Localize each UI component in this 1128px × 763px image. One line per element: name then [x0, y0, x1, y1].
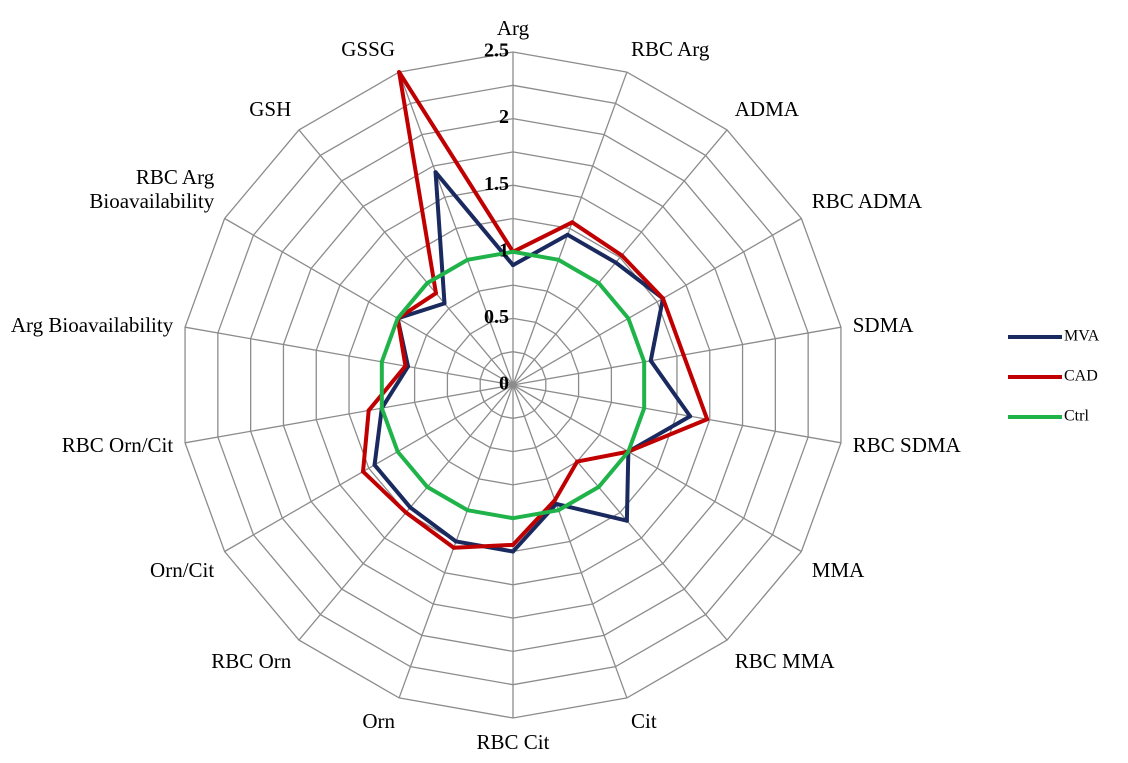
data-point: [626, 449, 631, 454]
spoke: [512, 384, 728, 641]
spoke: [398, 71, 514, 386]
category-label: ADMA: [734, 96, 799, 121]
spoke: [512, 384, 628, 699]
category-label: RBC Arg Bioavailability: [89, 164, 215, 213]
category-label: GSH: [249, 96, 292, 121]
data-point: [613, 260, 618, 265]
spoke: [298, 129, 514, 386]
data-point: [395, 449, 400, 454]
spoke: [224, 384, 514, 553]
data-point: [642, 406, 647, 411]
data-point: [596, 280, 601, 285]
category-label: RBC Orn: [211, 649, 292, 674]
data-point: [688, 414, 693, 419]
data-point: [626, 316, 631, 321]
legend-label: Ctrl: [1064, 408, 1089, 425]
data-point: [442, 301, 447, 306]
data-point: [465, 257, 470, 262]
data-point: [425, 485, 430, 490]
data-point: [596, 485, 601, 490]
category-label: MMA: [811, 557, 865, 582]
spoke: [512, 326, 842, 386]
data-point: [366, 408, 371, 413]
data-point: [511, 549, 515, 554]
category-label: RBC MMA: [734, 649, 835, 674]
category-label: Orn/Cit: [150, 557, 215, 582]
data-point: [556, 508, 561, 513]
spoke: [512, 384, 842, 444]
data-point: [511, 263, 515, 268]
data-point: [433, 170, 438, 175]
tick-label: 1.5: [484, 173, 509, 195]
category-label: RBC Cit: [476, 730, 550, 754]
category-label: RBC SDMA: [852, 432, 961, 457]
data-point: [395, 316, 400, 321]
spoke: [184, 384, 514, 444]
series-line: [361, 70, 710, 550]
tick-label: 0.5: [484, 306, 509, 328]
data-point: [379, 359, 384, 364]
category-label: Arg: [496, 16, 530, 40]
category-label: Arg Bioavailability: [10, 313, 174, 338]
tick-label: 2.5: [484, 40, 509, 62]
spoke: [512, 71, 628, 386]
data-point: [570, 220, 575, 225]
data-point: [511, 249, 515, 254]
data-point: [408, 505, 413, 510]
data-point: [660, 296, 665, 301]
category-label: RBC Orn/Cit: [61, 432, 174, 457]
category-label: Cit: [630, 709, 657, 734]
data-point: [425, 280, 430, 285]
data-point: [554, 501, 559, 506]
data-point: [511, 542, 515, 547]
data-point: [372, 462, 377, 467]
data-point: [433, 291, 438, 296]
legend-label: MVA: [1064, 328, 1100, 345]
data-point: [465, 508, 470, 513]
category-label: SDMA: [852, 313, 914, 338]
spoke: [512, 384, 802, 553]
data-point: [403, 364, 408, 369]
data-point: [624, 518, 629, 523]
data-point: [454, 539, 459, 544]
data-point: [648, 358, 653, 363]
category-label: RBC Arg: [630, 36, 710, 61]
data-point: [705, 417, 710, 422]
data-point: [552, 498, 557, 503]
legend-label: CAD: [1064, 368, 1098, 385]
data-point: [511, 516, 515, 521]
spoke: [512, 217, 802, 386]
data-point: [575, 459, 580, 464]
data-point: [619, 253, 624, 258]
category-label: RBC ADMA: [811, 188, 923, 213]
data-point: [403, 510, 408, 515]
data-point: [556, 257, 561, 262]
spoke: [512, 129, 728, 386]
spoke: [224, 217, 514, 386]
data-point: [379, 406, 384, 411]
data-point: [642, 359, 647, 364]
data-point: [565, 232, 570, 237]
tick-label: 1: [499, 239, 509, 261]
data-point: [397, 70, 402, 75]
data-point: [681, 352, 686, 357]
data-point: [451, 545, 456, 550]
data-point: [361, 469, 366, 474]
tick-label: 2: [499, 106, 509, 128]
tick-label: 0: [499, 373, 509, 395]
spoke: [184, 326, 514, 386]
category-label: GSSG: [341, 36, 395, 61]
category-label: Orn: [362, 709, 395, 734]
